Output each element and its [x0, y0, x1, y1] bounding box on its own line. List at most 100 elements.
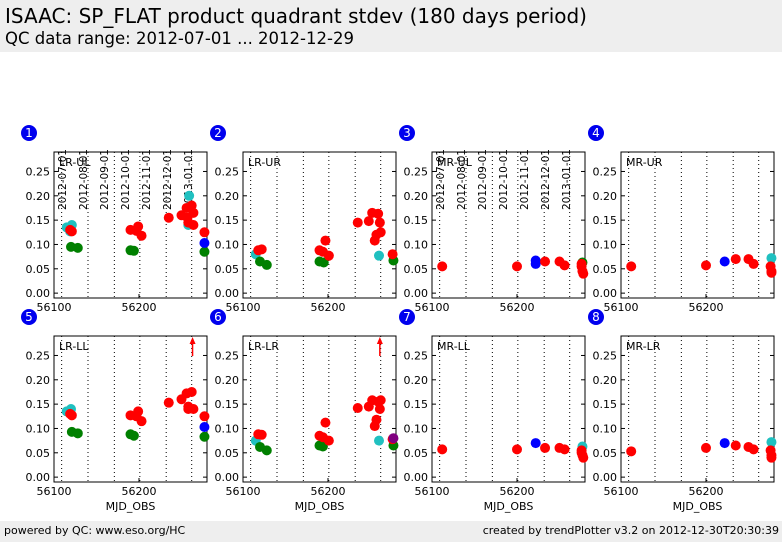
- data-point: [128, 245, 139, 256]
- ytick-label: 0.25: [26, 165, 51, 178]
- panel-frame: [242, 151, 397, 299]
- data-point: [719, 438, 730, 449]
- xtick-label: 56100: [415, 301, 450, 314]
- ytick-label: 0.05: [26, 263, 51, 276]
- xtick-label: 56100: [604, 485, 639, 498]
- data-point: [766, 253, 777, 264]
- data-point: [256, 429, 267, 440]
- ytick-label: 0.05: [593, 447, 618, 460]
- data-point: [388, 433, 399, 444]
- data-point: [199, 227, 210, 238]
- data-point: [188, 220, 199, 230]
- panel-name: LR-LL: [59, 340, 89, 353]
- panel-badge-label: 8: [592, 310, 600, 324]
- panel-badge-label: 1: [25, 126, 33, 140]
- date-label: 2012-10-01: [120, 149, 132, 210]
- xaxis-label: MJD_OBS: [673, 500, 723, 513]
- data-point: [437, 261, 448, 272]
- data-point: [748, 258, 759, 269]
- panel-badge-label: 5: [25, 310, 33, 324]
- page-title: ISAAC: SP_FLAT product quadrant stdev (1…: [5, 4, 587, 28]
- panel-name: MR-LL: [437, 340, 471, 353]
- data-point: [199, 422, 210, 433]
- xtick-label: 56100: [226, 301, 261, 314]
- data-point: [323, 435, 334, 446]
- ytick-label: 0.10: [26, 238, 51, 251]
- date-label: 2012-11-01: [519, 149, 531, 210]
- panel-badge-label: 3: [403, 126, 411, 140]
- ytick-label: 0.15: [26, 398, 51, 411]
- data-point: [374, 404, 385, 414]
- data-point: [184, 190, 195, 201]
- data-point: [371, 414, 382, 425]
- panel-frame: [53, 335, 208, 483]
- ytick-label: 0.20: [593, 374, 618, 387]
- ytick-label: 0.00: [593, 287, 618, 300]
- data-point: [530, 438, 541, 449]
- xtick-label: 56200: [311, 485, 346, 498]
- ytick-label: 0.05: [404, 447, 429, 460]
- data-point: [626, 446, 637, 457]
- data-point: [374, 435, 384, 446]
- page-footer: powered by QC: www.eso.org/HC created by…: [0, 521, 782, 542]
- ytick-label: 0.00: [404, 471, 429, 484]
- ytick-label: 0.20: [404, 374, 429, 387]
- data-point: [186, 386, 197, 397]
- xtick-label: 56100: [37, 301, 72, 314]
- ytick-label: 0.25: [404, 165, 429, 178]
- panel-badge: [210, 125, 226, 141]
- ytick-label: 0.20: [26, 190, 51, 203]
- data-point: [766, 267, 777, 278]
- date-label: 2012-11-01: [141, 149, 153, 210]
- ytick-label: 0.05: [593, 263, 618, 276]
- data-point: [163, 397, 174, 408]
- date-label: 2012-08-01: [456, 149, 468, 210]
- data-point: [578, 268, 589, 279]
- panel-name: LR-UR: [248, 156, 281, 169]
- data-point: [163, 212, 174, 223]
- data-point: [512, 261, 522, 272]
- data-point: [323, 250, 334, 261]
- data-point: [512, 444, 522, 455]
- data-point: [136, 230, 147, 241]
- ytick-label: 0.20: [215, 374, 240, 387]
- data-point: [373, 208, 384, 219]
- date-label: 2012-07-01: [57, 149, 69, 210]
- date-label: 2013-01-01: [561, 149, 573, 210]
- ytick-label: 0.05: [215, 263, 240, 276]
- panel-frame: [620, 151, 775, 299]
- data-point: [133, 406, 144, 417]
- data-point: [72, 242, 83, 253]
- offscale-arrowhead: [189, 337, 196, 344]
- xtick-label: 56100: [37, 485, 72, 498]
- panel-badge: [21, 309, 37, 325]
- ytick-label: 0.10: [215, 238, 240, 251]
- data-point: [352, 403, 363, 414]
- data-point: [701, 260, 711, 271]
- data-point: [559, 444, 570, 455]
- ytick-label: 0.25: [593, 165, 618, 178]
- trend-plot: 0.00 0.05 0.10 0.15 0.20 0.25 56100 56200 LR-UL 1…: [21, 125, 777, 513]
- ytick-label: 0.15: [404, 398, 429, 411]
- xtick-label: 56200: [122, 485, 157, 498]
- xtick-label: 56200: [311, 301, 346, 314]
- panel-badge-label: 4: [592, 126, 600, 140]
- footer-credit: powered by QC: www.eso.org/HC: [4, 524, 186, 537]
- ytick-label: 0.00: [593, 471, 618, 484]
- data-point: [437, 444, 448, 455]
- ytick-label: 0.05: [404, 263, 429, 276]
- ytick-label: 0.15: [593, 214, 618, 227]
- ytick-label: 0.00: [26, 471, 51, 484]
- ytick-label: 0.15: [215, 214, 240, 227]
- data-point: [363, 216, 374, 227]
- ytick-label: 0.00: [26, 287, 51, 300]
- panel-badge: [399, 125, 415, 141]
- data-point: [128, 430, 139, 441]
- date-label: 2012-12-01: [162, 149, 174, 210]
- data-point: [188, 404, 199, 414]
- panel-badge: [21, 125, 37, 141]
- footer-created: created by trendPlotter v3.2 on 2012-12-…: [482, 524, 779, 537]
- ytick-label: 0.20: [593, 190, 618, 203]
- panel-name: LR-UL: [59, 156, 91, 169]
- ytick-label: 0.25: [26, 349, 51, 362]
